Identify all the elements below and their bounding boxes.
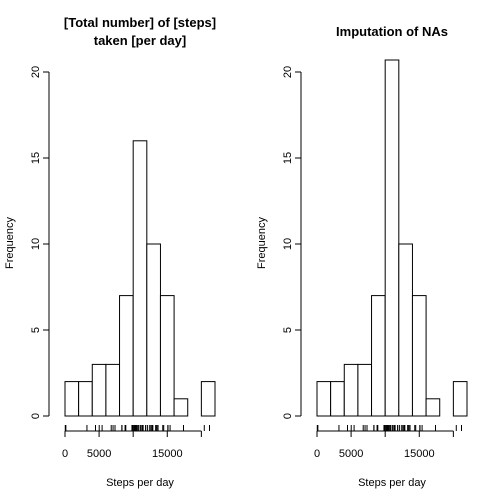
rug-marks (316, 425, 463, 431)
histogram-bar (91, 363, 107, 417)
histogram-panel-2: Imputation of NAs Frequency Steps per da… (256, 24, 468, 489)
histogram-bar (371, 295, 386, 417)
histogram-bar (452, 381, 468, 417)
histogram-bar (105, 363, 121, 417)
x-axis-label: Steps per day (106, 477, 174, 489)
histogram-bar (343, 363, 359, 417)
x-tick-label: 15000 (404, 448, 435, 460)
x-axis: 0 5000 15000 (62, 430, 202, 460)
histogram-bar (159, 295, 175, 417)
histogram-bar (146, 243, 161, 417)
y-axis: 0 5 10 15 20 (282, 66, 302, 419)
histogram-bar (173, 398, 189, 417)
histogram-bar (425, 398, 441, 417)
y-axis-label: Frequency (256, 217, 268, 269)
histogram-bar (411, 295, 427, 417)
y-tick-label: 5 (282, 327, 294, 333)
y-axis-label: Frequency (4, 217, 16, 269)
histogram-bar (78, 381, 93, 417)
bars-group (64, 140, 216, 417)
histogram-bar (316, 381, 332, 417)
histogram-bar (398, 243, 413, 417)
y-tick-label: 10 (30, 238, 42, 250)
histogram-panel-1: [Total number] of [steps] taken [per day… (4, 15, 216, 489)
y-tick-label: 20 (30, 66, 42, 78)
histogram-bar (384, 59, 400, 417)
histogram-bar (357, 363, 373, 417)
bars-group (316, 59, 468, 417)
chart-title-line-2: taken [per day] (94, 33, 186, 48)
rug-marks (64, 425, 211, 431)
histogram-bar (64, 381, 80, 417)
x-tick-label: 0 (314, 448, 320, 460)
y-tick-label: 20 (282, 66, 294, 78)
x-axis-label: Steps per day (358, 477, 426, 489)
histogram-bar (330, 381, 345, 417)
x-axis: 0 5000 15000 (314, 430, 454, 460)
y-axis: 0 5 10 15 20 (30, 66, 50, 419)
chart-title: Imputation of NAs (336, 24, 448, 39)
y-tick-label: 15 (282, 152, 294, 164)
x-tick-label: 5000 (87, 448, 111, 460)
histogram-bar (132, 140, 148, 417)
y-tick-label: 15 (30, 152, 42, 164)
y-tick-label: 10 (282, 238, 294, 250)
y-tick-label: 0 (30, 413, 42, 419)
histogram-bar (119, 295, 134, 417)
x-tick-label: 0 (62, 448, 68, 460)
y-tick-label: 5 (30, 327, 42, 333)
chart-title-line-1: [Total number] of [steps] (64, 15, 216, 30)
x-tick-label: 15000 (152, 448, 183, 460)
x-tick-label: 5000 (339, 448, 363, 460)
y-tick-label: 0 (282, 413, 294, 419)
histogram-bar (200, 381, 216, 417)
